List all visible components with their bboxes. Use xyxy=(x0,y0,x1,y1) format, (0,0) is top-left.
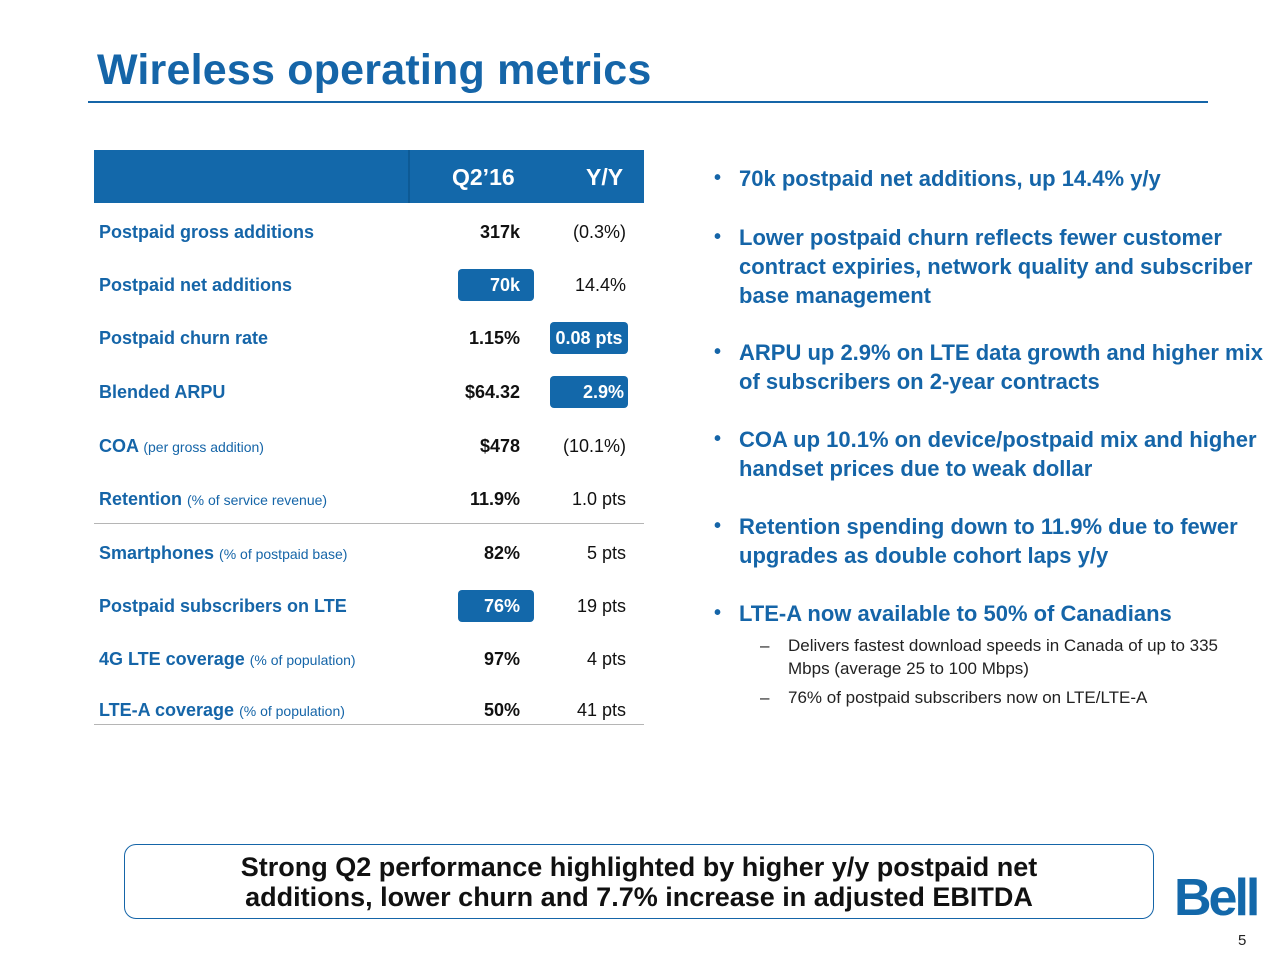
row-value: $478 xyxy=(479,436,520,456)
table-row: Retention (% of service revenue) 11.9% 1… xyxy=(94,479,644,519)
row-label: LTE-A coverage (% of population) xyxy=(99,700,345,720)
bullet-glyph: • xyxy=(714,515,722,537)
header-change: Y/Y xyxy=(586,164,624,190)
table-header: Q2’16 Y/Y xyxy=(94,150,644,203)
row-value: $64.32 xyxy=(464,382,520,402)
row-label: COA (per gross addition) xyxy=(99,436,264,456)
dash-glyph: – xyxy=(760,688,770,707)
row-change: 14.4% xyxy=(574,275,626,295)
row-change: 19 pts xyxy=(576,596,626,616)
row-change-highlight: 2.9% xyxy=(550,376,628,408)
table-row: Smartphones (% of postpaid base) 82% 5 p… xyxy=(94,533,644,573)
dash-glyph: – xyxy=(760,636,770,655)
table-row: Blended ARPU $64.32 2.9% xyxy=(94,372,644,412)
bullet-glyph: • xyxy=(714,428,722,450)
row-change: 5 pts xyxy=(586,543,626,563)
bell-logo: Bell xyxy=(1174,869,1260,927)
row-label: Postpaid gross additions xyxy=(99,222,315,242)
row-change: 1.0 pts xyxy=(571,489,626,509)
callout-line-1: Strong Q2 performance highlighted by hig… xyxy=(240,851,1038,882)
table-row: 4G LTE coverage (% of population) 97% 4 … xyxy=(94,639,644,679)
row-label: Postpaid churn rate xyxy=(99,328,269,348)
row-change: 4 pts xyxy=(586,649,626,669)
row-value: 82% xyxy=(483,543,520,563)
table-row: Postpaid churn rate 1.15% 0.08 pts xyxy=(94,318,644,358)
page-number: 5 xyxy=(1238,932,1247,949)
row-value-highlight: 76% xyxy=(458,590,534,622)
bullet-glyph: • xyxy=(714,167,722,189)
bullet-glyph: • xyxy=(714,602,722,624)
table-row: Postpaid gross additions 317k (0.3%) xyxy=(94,212,644,252)
row-label: Postpaid net additions xyxy=(99,275,293,295)
title-divider xyxy=(88,101,1208,103)
table-section-divider xyxy=(94,523,644,524)
row-change: (0.3%) xyxy=(572,222,626,242)
row-value: 50% xyxy=(483,700,520,720)
table-bottom-rule xyxy=(94,724,644,725)
row-label: Smartphones (% of postpaid base) xyxy=(99,543,348,563)
row-value-highlight: 70k xyxy=(458,269,534,301)
row-value: 317k xyxy=(479,222,520,242)
row-label: Postpaid subscribers on LTE xyxy=(99,596,347,616)
table-row: Postpaid net additions 70k 14.4% xyxy=(94,265,644,305)
row-label: Blended ARPU xyxy=(99,382,226,402)
row-value: 97% xyxy=(483,649,520,669)
row-label: Retention (% of service revenue) xyxy=(99,489,328,509)
row-change: 41 pts xyxy=(576,700,626,720)
row-value: 1.15% xyxy=(468,328,520,348)
header-period: Q2’16 xyxy=(452,164,515,190)
header-divider xyxy=(408,150,410,203)
table-row: COA (per gross addition) $478 (10.1%) xyxy=(94,426,644,466)
table-row: Postpaid subscribers on LTE 76% 19 pts xyxy=(94,586,644,626)
bullet-glyph: • xyxy=(714,226,722,248)
row-change: (10.1%) xyxy=(562,436,626,456)
row-label: 4G LTE coverage (% of population) xyxy=(99,649,356,669)
page-title: Wireless operating metrics xyxy=(97,46,652,94)
callout-line-2: additions, lower churn and 7.7% increase… xyxy=(245,881,1033,912)
bullet-glyph: • xyxy=(714,341,722,363)
row-change-highlight: 0.08 pts xyxy=(550,322,628,354)
summary-callout: Strong Q2 performance highlighted by hig… xyxy=(124,844,1154,919)
table-row: LTE-A coverage (% of population) 50% 41 … xyxy=(94,690,644,730)
row-value: 11.9% xyxy=(469,489,520,509)
